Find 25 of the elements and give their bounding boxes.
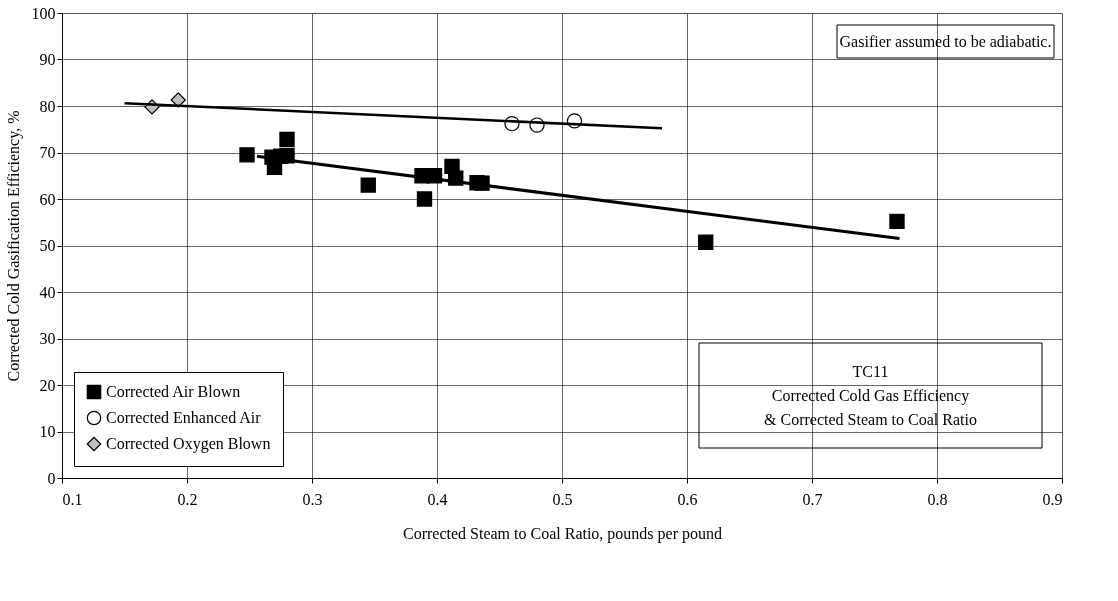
legend-label: Corrected Air Blown [106,383,241,400]
x-axis-title: Corrected Steam to Coal Ratio, pounds per pound [402,524,723,543]
x-tick-label: 0.1 [62,490,83,508]
y-tick-label: 100 [31,4,56,22]
y-tick-label: 80 [39,97,56,115]
y-tick-label: 20 [39,376,56,394]
y-tick-label: 70 [39,144,56,161]
y-tick-label: 60 [39,190,56,208]
x-tick-label: 0.6 [677,490,698,508]
y-axis-title: Corrected Cold Gasification Efficiency, % [4,110,23,382]
legend-label: Corrected Oxygen Blown [106,435,271,453]
legend-label: Corrected Enhanced Air [106,409,262,426]
y-tick-label: 40 [39,283,56,301]
x-tick-label: 0.4 [427,490,448,508]
y-tick-label: 0 [47,469,56,487]
y-tick-label: 10 [39,423,56,440]
y-tick-label: 30 [39,330,56,347]
x-tick-label: 0.7 [802,490,823,508]
x-tick-label: 0.5 [552,490,573,508]
x-tick-label: 0.2 [177,490,198,508]
y-tick-label: 90 [39,51,56,68]
x-tick-label: 0.9 [1042,490,1063,508]
x-tick-label: 0.3 [302,490,323,508]
y-tick-label: 50 [39,237,56,254]
x-tick-label: 0.8 [927,490,948,508]
